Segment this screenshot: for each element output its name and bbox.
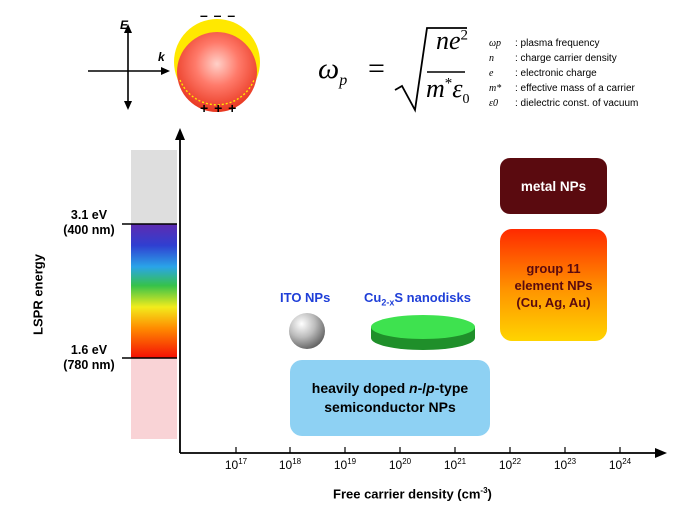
legend-text: : charge carrier density (515, 53, 617, 64)
legend-text: : electronic charge (515, 68, 597, 79)
formula-equals: = (368, 52, 385, 85)
cu2xs-nanodisks-label: Cu2-xS nanodisks (364, 290, 471, 308)
ito-nanoparticle (289, 313, 325, 349)
x-tick-label: 1020 (388, 457, 412, 472)
ito-nps-label: ITO NPs (280, 290, 331, 305)
formula-lhs: ωp (318, 52, 348, 89)
e-field-label: E (120, 18, 129, 32)
semiconductor-nps-label: heavily doped n-/p-type semiconductor NP… (311, 380, 469, 415)
upper-mark-energy: 3.1 eV (70, 208, 108, 222)
visible-spectrum-band (131, 224, 177, 358)
group11-nps-label: group 11 element NPs (Cu, Ag, Au) (514, 260, 593, 310)
legend-row: m* : effective mass of a carrier (489, 83, 635, 94)
lower-mark-wavelength: (780 nm) (63, 358, 115, 372)
metal-nps-label: metal NPs (520, 178, 587, 194)
x-tick-label: 1022 (498, 457, 522, 472)
k-arrow-head (161, 67, 170, 75)
legend-symbol: n (489, 53, 494, 64)
legend-symbol: ε0 (489, 98, 498, 109)
group11-nps-box (500, 229, 607, 341)
x-tick-label: 1024 (608, 457, 632, 472)
legend-row: n : charge carrier density (489, 53, 617, 64)
k-vector-label: k (158, 50, 165, 64)
legend-symbol: m* (489, 83, 502, 94)
legend-text: : dielectric const. of vacuum (515, 98, 639, 109)
uv-band (131, 150, 177, 224)
lower-mark-energy: 1.6 eV (70, 343, 108, 357)
metal-nps-box (500, 158, 607, 214)
x-tick-label: 1021 (443, 457, 467, 472)
cloud-outline (179, 79, 255, 106)
sqrt-sign (394, 27, 467, 113)
upper-mark-wavelength: (400 nm) (63, 223, 115, 237)
x-tick-label: 1018 (278, 457, 302, 472)
positive-charges: + + + (200, 100, 238, 116)
legend-row: ωp : plasma frequency (489, 38, 600, 49)
formula-numerator: ne2 (436, 26, 469, 55)
upper-mark-label: 3.1 eV (400 nm) (54, 208, 124, 238)
lower-mark-label: 1.6 eV (780 nm) (54, 343, 124, 373)
cu2xs-nanodisk (371, 315, 475, 350)
legend-row: e : electronic charge (489, 68, 597, 79)
y-axis-arrowhead (175, 128, 185, 140)
semiconductor-nps-box (290, 360, 490, 436)
formula-denominator: m*ε0 (426, 74, 470, 108)
near-ir-band (131, 358, 177, 439)
legend-symbol: ωp (489, 38, 502, 49)
legend-text: : effective mass of a carrier (515, 83, 635, 94)
e-arrow-head-down (124, 101, 132, 110)
negative-charges: – – – (200, 7, 237, 23)
legend-row: ε0 : dielectric const. of vacuum (489, 98, 638, 109)
x-axis-arrowhead (655, 448, 667, 458)
particle-sketch (88, 19, 260, 112)
legend-symbol: e (489, 68, 494, 79)
x-tick-label: 1019 (333, 457, 357, 472)
x-tick-label: 1023 (553, 457, 577, 472)
metal-sphere (177, 32, 257, 112)
e-arrow-head-up (124, 24, 132, 33)
legend-text: : plasma frequency (515, 38, 600, 49)
x-tick-label: 1017 (224, 457, 248, 472)
y-axis-label: LSPR energy (30, 254, 46, 335)
x-axis-label: Free carrier density (cm-3) (333, 486, 492, 502)
